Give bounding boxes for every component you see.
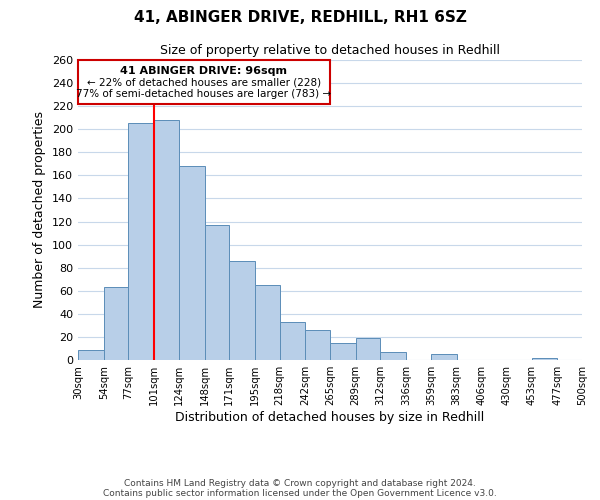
Bar: [356, 338, 380, 360]
Title: Size of property relative to detached houses in Redhill: Size of property relative to detached ho…: [160, 44, 500, 58]
Bar: [154, 120, 179, 360]
Bar: [330, 342, 356, 360]
Y-axis label: Number of detached properties: Number of detached properties: [34, 112, 46, 308]
Bar: [532, 358, 557, 360]
Text: Contains HM Land Registry data © Crown copyright and database right 2024.: Contains HM Land Registry data © Crown c…: [124, 478, 476, 488]
Bar: [380, 352, 406, 360]
Bar: [305, 330, 330, 360]
Bar: [78, 350, 104, 360]
Text: ← 22% of detached houses are smaller (228): ← 22% of detached houses are smaller (22…: [87, 78, 321, 88]
Text: 77% of semi-detached houses are larger (783) →: 77% of semi-detached houses are larger (…: [76, 89, 332, 99]
Bar: [78, 60, 330, 104]
X-axis label: Distribution of detached houses by size in Redhill: Distribution of detached houses by size …: [175, 411, 485, 424]
Text: Contains public sector information licensed under the Open Government Licence v3: Contains public sector information licen…: [103, 488, 497, 498]
Bar: [179, 166, 205, 360]
Bar: [229, 261, 255, 360]
Bar: [431, 354, 457, 360]
Bar: [255, 285, 280, 360]
Bar: [205, 225, 229, 360]
Text: 41, ABINGER DRIVE, REDHILL, RH1 6SZ: 41, ABINGER DRIVE, REDHILL, RH1 6SZ: [134, 10, 466, 25]
Bar: [128, 124, 154, 360]
Bar: [280, 322, 305, 360]
Bar: [104, 288, 128, 360]
Text: 41 ABINGER DRIVE: 96sqm: 41 ABINGER DRIVE: 96sqm: [121, 66, 287, 76]
